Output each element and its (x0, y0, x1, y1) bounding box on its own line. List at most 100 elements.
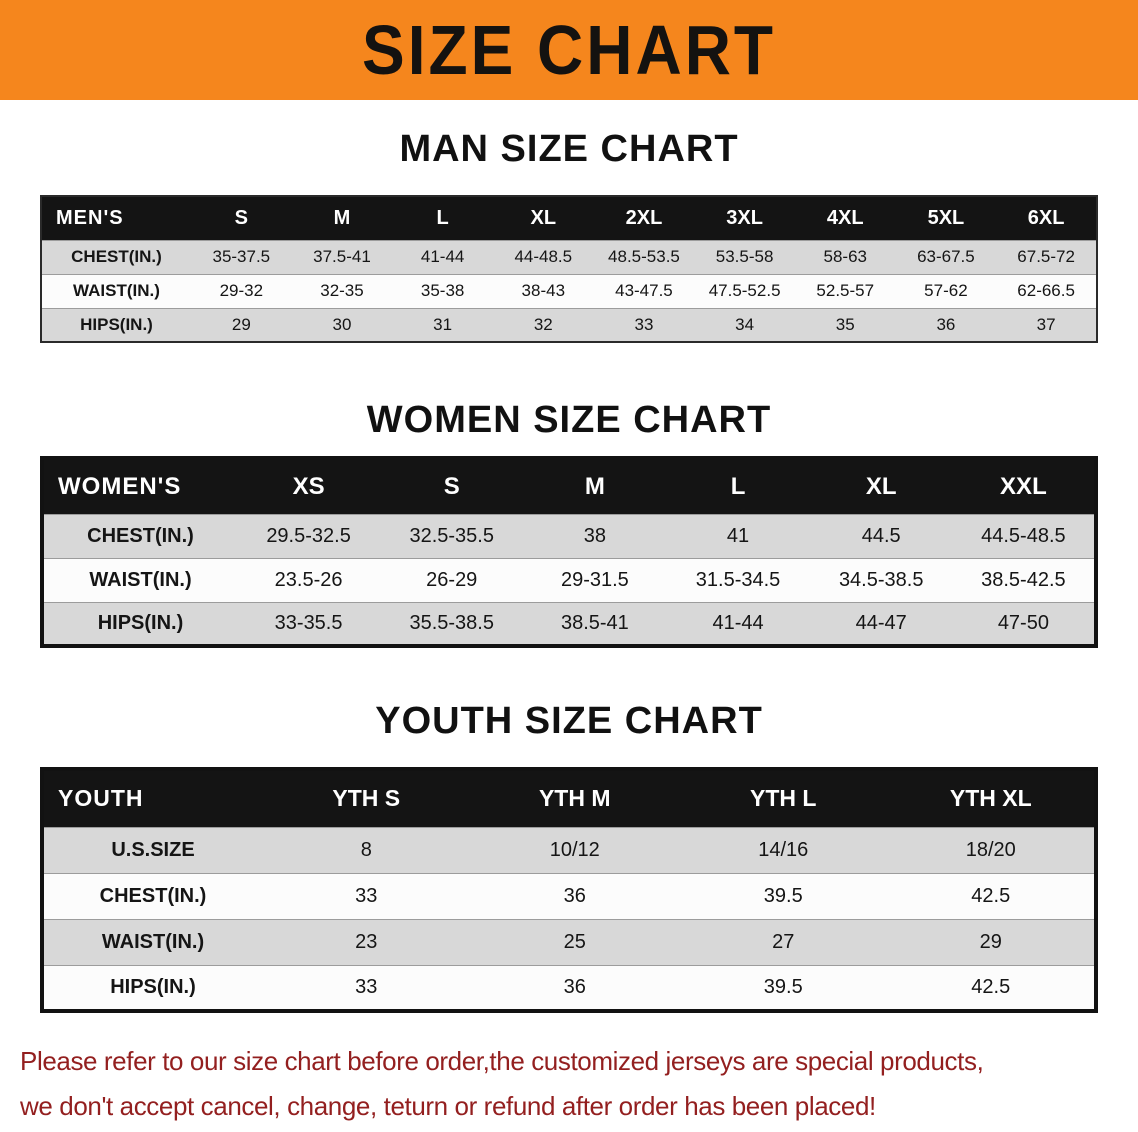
row-label: WAIST(IN.) (41, 273, 191, 308)
table-cell: 41-44 (392, 239, 493, 274)
table-cell: 32 (492, 307, 594, 342)
men-size-table: MEN'S S M L XL 2XL 3XL 4XL 5XL 6XL CHEST… (40, 195, 1098, 343)
table-cell: 37.5-41 (291, 239, 393, 274)
table-cell: 52.5-57 (794, 273, 896, 308)
table-cell: 36 (470, 964, 679, 1011)
table-cell: 41 (666, 513, 810, 558)
table-row-hips: HIPS(IN.) 33 36 39.5 42.5 (42, 964, 1096, 1011)
table-cell: 23 (262, 918, 471, 965)
table-row-waist: WAIST(IN.) 23.5-26 26-29 29-31.5 31.5-34… (42, 557, 1096, 602)
table-row-chest: CHEST(IN.) 29.5-32.5 32.5-35.5 38 41 44.… (42, 513, 1096, 558)
size-col-header: YTH M (470, 769, 679, 827)
table-cell: 33 (593, 307, 695, 342)
table-cell: 29.5-32.5 (237, 513, 381, 558)
table-cell: 38 (523, 513, 667, 558)
table-cell: 29 (191, 307, 292, 342)
table-row-hips: HIPS(IN.) 33-35.5 35.5-38.5 38.5-41 41-4… (42, 601, 1096, 646)
table-cell: 44.5 (809, 513, 953, 558)
youth-size-table: YOUTH YTH S YTH M YTH L YTH XL U.S.SIZE … (40, 767, 1098, 1013)
table-cell: 27 (679, 918, 888, 965)
table-row-chest: CHEST(IN.) 33 36 39.5 42.5 (42, 872, 1096, 919)
table-cell: 33 (262, 872, 471, 919)
table-cell: 58-63 (794, 239, 896, 274)
row-label: HIPS(IN.) (41, 307, 191, 342)
size-col-header: 4XL (794, 196, 896, 240)
table-cell: 14/16 (679, 826, 888, 873)
table-cell: 44-48.5 (492, 239, 594, 274)
table-cell: 57-62 (895, 273, 997, 308)
table-cell: 47.5-52.5 (694, 273, 795, 308)
size-col-header: M (291, 196, 393, 240)
table-cell: 26-29 (380, 557, 524, 602)
table-cell: 43-47.5 (593, 273, 695, 308)
size-col-header: S (191, 196, 292, 240)
row-label: WAIST(IN.) (42, 918, 262, 965)
table-cell: 31.5-34.5 (666, 557, 810, 602)
table-cell: 34 (694, 307, 795, 342)
row-label: WAIST(IN.) (42, 557, 237, 602)
table-cell: 32.5-35.5 (380, 513, 524, 558)
table-cell: 35.5-38.5 (380, 601, 524, 646)
table-cell: 32-35 (291, 273, 393, 308)
size-col-header: 5XL (895, 196, 997, 240)
table-cell: 23.5-26 (237, 557, 381, 602)
table-row-hips: HIPS(IN.) 29 30 31 32 33 34 35 36 37 (41, 307, 1097, 342)
table-cell: 33 (262, 964, 471, 1011)
table-cell: 30 (291, 307, 393, 342)
banner: SIZE CHART (0, 0, 1138, 100)
size-col-header: YTH L (679, 769, 888, 827)
size-col-header: M (523, 458, 667, 514)
youth-table-title: YOUTH (42, 769, 262, 827)
table-row-ussize: U.S.SIZE 8 10/12 14/16 18/20 (42, 826, 1096, 873)
table-cell: 35 (794, 307, 896, 342)
women-table-title: WOMEN'S (42, 458, 237, 514)
row-label: HIPS(IN.) (42, 964, 262, 1011)
row-label: CHEST(IN.) (42, 872, 262, 919)
size-col-header: XL (492, 196, 594, 240)
men-section-heading: MAN SIZE CHART (399, 128, 739, 170)
table-cell: 29-31.5 (523, 557, 667, 602)
table-cell: 36 (895, 307, 997, 342)
size-col-header: YTH XL (887, 769, 1096, 827)
size-col-header: 3XL (694, 196, 795, 240)
disclaimer-note: Please refer to our size chart before or… (20, 1039, 1118, 1129)
size-col-header: XXL (952, 458, 1096, 514)
table-cell: 33-35.5 (237, 601, 381, 646)
table-row-waist: WAIST(IN.) 23 25 27 29 (42, 918, 1096, 965)
size-col-header: 2XL (593, 196, 695, 240)
table-cell: 39.5 (679, 964, 888, 1011)
table-cell: 36 (470, 872, 679, 919)
size-col-header: YTH S (262, 769, 471, 827)
table-cell: 48.5-53.5 (593, 239, 695, 274)
table-cell: 63-67.5 (895, 239, 997, 274)
table-cell: 38.5-41 (523, 601, 667, 646)
table-cell: 10/12 (470, 826, 679, 873)
table-cell: 41-44 (666, 601, 810, 646)
row-label: U.S.SIZE (42, 826, 262, 873)
table-cell: 8 (262, 826, 471, 873)
table-cell: 53.5-58 (694, 239, 795, 274)
table-cell: 34.5-38.5 (809, 557, 953, 602)
disclaimer-line-2: we don't accept cancel, change, teturn o… (20, 1091, 876, 1121)
table-cell: 47-50 (952, 601, 1096, 646)
men-table-header-row: MEN'S S M L XL 2XL 3XL 4XL 5XL 6XL (41, 196, 1097, 240)
table-cell: 42.5 (887, 964, 1096, 1011)
table-cell: 62-66.5 (996, 273, 1097, 308)
table-cell: 67.5-72 (996, 239, 1097, 274)
size-col-header: S (380, 458, 524, 514)
table-cell: 18/20 (887, 826, 1096, 873)
table-cell: 39.5 (679, 872, 888, 919)
size-col-header: L (666, 458, 810, 514)
youth-section-heading: YOUTH SIZE CHART (375, 700, 763, 742)
table-cell: 37 (996, 307, 1097, 342)
women-table-header-row: WOMEN'S XS S M L XL XXL (42, 458, 1096, 514)
row-label: CHEST(IN.) (42, 513, 237, 558)
table-cell: 29-32 (191, 273, 292, 308)
table-cell: 38.5-42.5 (952, 557, 1096, 602)
youth-table-header-row: YOUTH YTH S YTH M YTH L YTH XL (42, 769, 1096, 827)
table-cell: 42.5 (887, 872, 1096, 919)
table-cell: 35-38 (392, 273, 493, 308)
table-cell: 31 (392, 307, 493, 342)
page-title: SIZE CHART (362, 11, 776, 89)
